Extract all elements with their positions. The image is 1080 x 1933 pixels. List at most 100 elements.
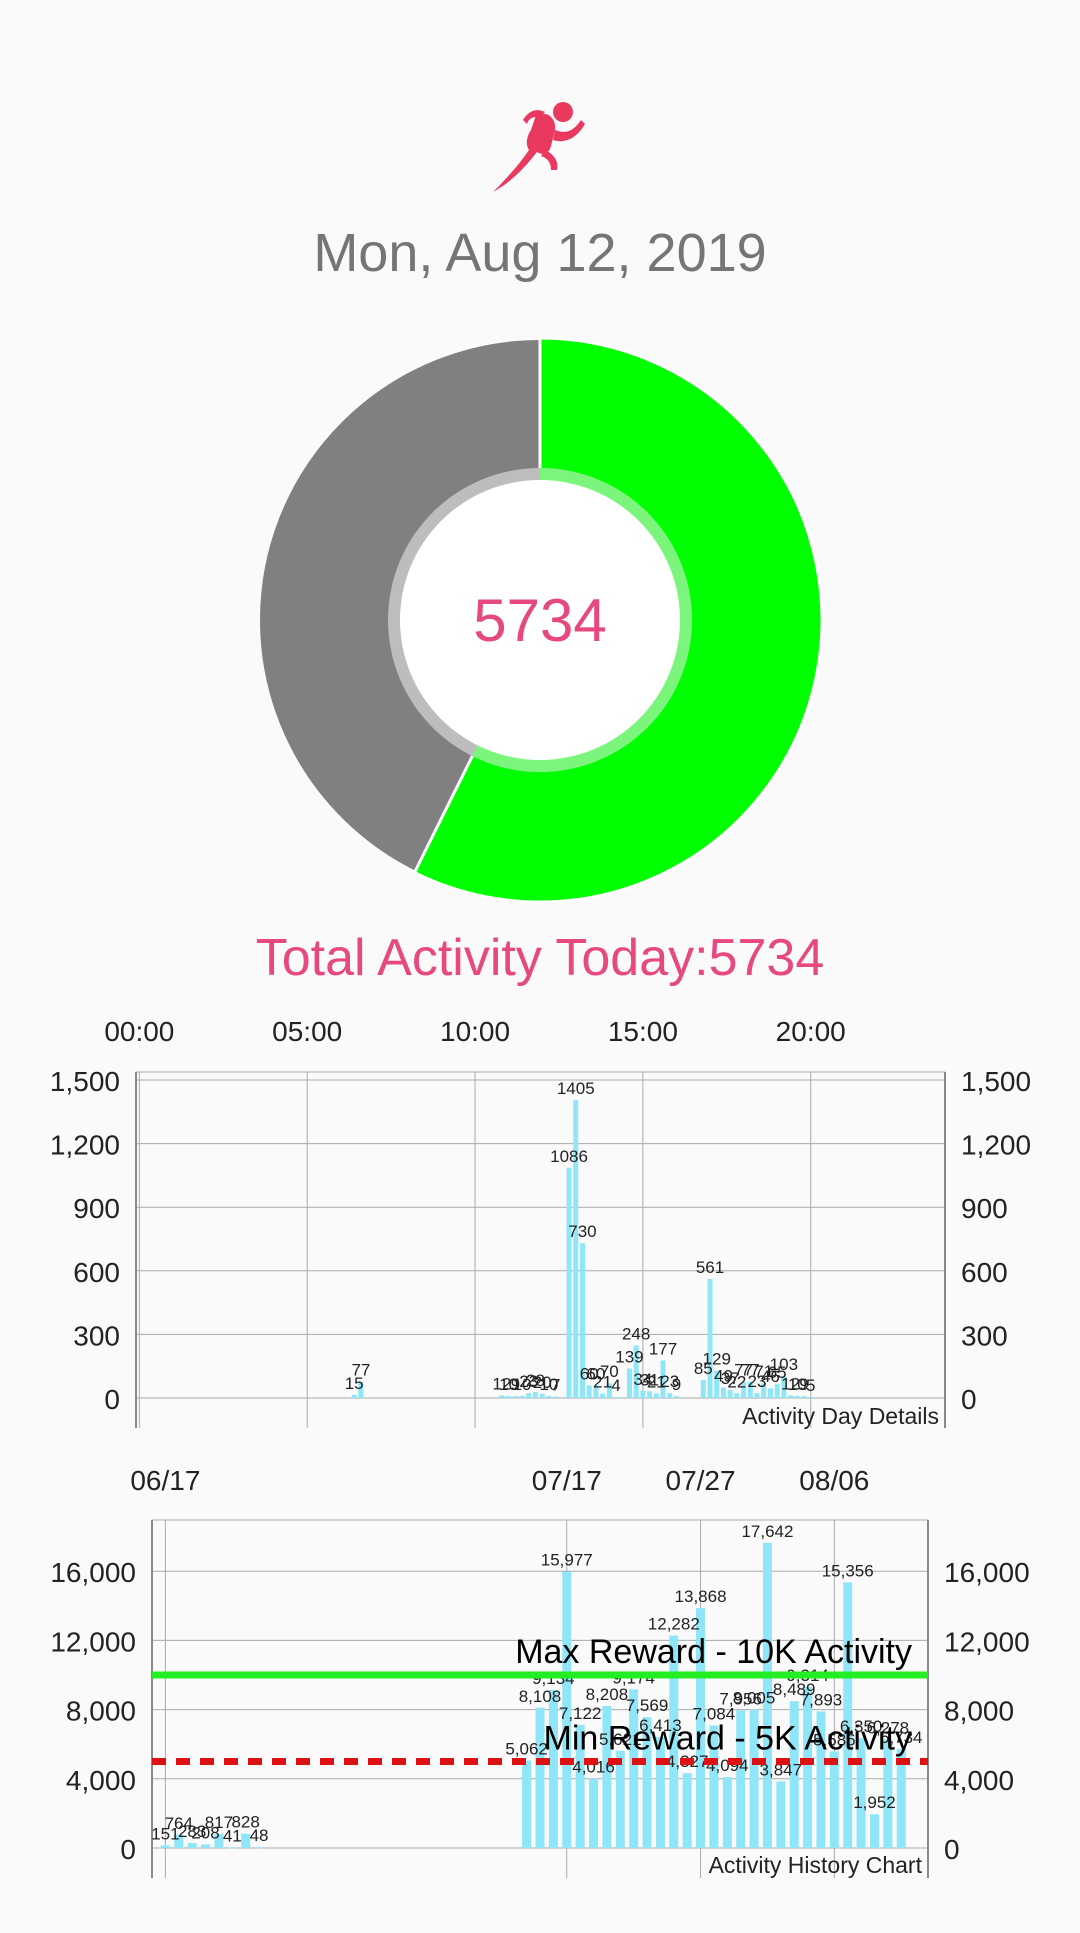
data-label: 208 [191,1823,219,1842]
y-tick-left: 12,000 [50,1626,136,1657]
data-label: 21 [593,1373,612,1392]
bar [660,1360,666,1398]
bar [714,1370,720,1398]
bar [816,1711,826,1848]
bar [774,1384,780,1398]
bar [214,1833,224,1848]
data-label: 764 [165,1814,193,1833]
data-label: 85 [694,1359,713,1378]
bar [754,1393,760,1398]
bar [606,1383,612,1398]
data-label: 8,489 [773,1680,816,1699]
y-tick-left: 300 [73,1320,120,1351]
bar [351,1394,357,1398]
x-tick-label: 20:00 [776,1016,846,1047]
x-tick-label: 10:00 [440,1016,510,1047]
data-label: 10 [539,1375,558,1394]
data-label: 46 [761,1367,780,1386]
bar [600,1393,606,1398]
y-tick-left: 8,000 [66,1696,136,1727]
bar [896,1748,906,1848]
bar [869,1814,879,1848]
bar [883,1739,893,1848]
data-label: 77 [734,1361,753,1380]
x-tick-label: 15:00 [608,1016,678,1047]
x-tick-label: 05:00 [272,1016,342,1047]
bar [174,1834,184,1848]
bar [589,1778,599,1848]
bar [709,1725,719,1848]
data-label: 1,952 [853,1793,896,1812]
bar [761,1382,767,1398]
bar [801,1396,807,1398]
limit-line-label: Min Reward - 5K Activity [544,1720,912,1758]
data-label: 5,734 [880,1728,923,1747]
bar [546,1395,552,1398]
bar [682,1773,692,1848]
bar [655,1737,665,1848]
data-label: 177 [649,1339,677,1358]
data-label: 6,278 [867,1718,910,1737]
x-tick-label: 08/06 [799,1465,869,1496]
data-label: 8,005 [733,1689,776,1708]
bar [720,1387,726,1398]
bar [562,1571,572,1848]
chart-description: Activity History Chart [709,1852,923,1878]
data-label: 77 [351,1361,370,1380]
data-label: 10 [499,1375,518,1394]
y-tick-right: 1,500 [961,1066,1031,1097]
data-label: 22 [727,1372,746,1391]
y-tick-right: 600 [961,1257,1008,1288]
data-label: 6,413 [639,1716,682,1735]
bar [767,1388,773,1398]
y-tick-right: 1,200 [961,1130,1031,1161]
bar [535,1707,545,1848]
data-label: 817 [205,1813,233,1832]
total-activity-text: Total Activity Today:5734 [255,929,825,987]
bar [522,1760,532,1848]
bar [727,1390,733,1398]
data-label: 8,108 [519,1687,562,1706]
bar [241,1833,251,1848]
activity-day-details-chart: 0 0 300 300 600 600 900 900 1,200 1,200 1,500 1,500… [50,1016,1031,1429]
bar [613,1397,619,1399]
y-tick-left: 4,000 [66,1765,136,1796]
y-tick-left: 1,200 [50,1130,120,1161]
bar [829,1751,839,1848]
data-label: 5,621 [599,1730,642,1749]
data-label: 65 [768,1363,787,1382]
bar [573,1100,579,1398]
bar [615,1750,625,1848]
data-label: 37 [721,1369,740,1388]
data-label: 23 [748,1372,767,1391]
data-label: 7,956 [719,1689,762,1708]
data-label: 561 [696,1258,724,1277]
data-label: 828 [231,1813,259,1832]
y-tick-left: 16,000 [50,1557,136,1588]
bar [579,1243,585,1398]
data-label: 60 [586,1364,605,1383]
data-label: 1086 [550,1147,588,1166]
bar [566,1167,572,1398]
bar [736,1710,746,1848]
bar [722,1777,732,1848]
bar [747,1381,753,1398]
data-label: 23 [660,1372,679,1391]
data-label: 12 [492,1374,511,1393]
data-label: 5,586 [813,1730,856,1749]
bar [640,1390,646,1398]
data-label: 129 [703,1350,731,1369]
y-tick-left: 1,500 [50,1066,120,1097]
y-tick-left: 900 [73,1193,120,1224]
data-label: 23 [519,1372,538,1391]
x-tick-label: 07/27 [666,1465,736,1496]
y-tick-right: 12,000 [944,1626,1030,1657]
limit-line-label: Max Reward - 10K Activity [515,1633,912,1671]
bar [794,1395,800,1398]
data-label: 283 [178,1822,206,1841]
bar [653,1393,659,1398]
bar [781,1376,787,1398]
data-label: 15,356 [822,1561,874,1580]
date-title: Mon, Aug 12, 2019 [313,223,767,283]
bar [669,1635,679,1848]
